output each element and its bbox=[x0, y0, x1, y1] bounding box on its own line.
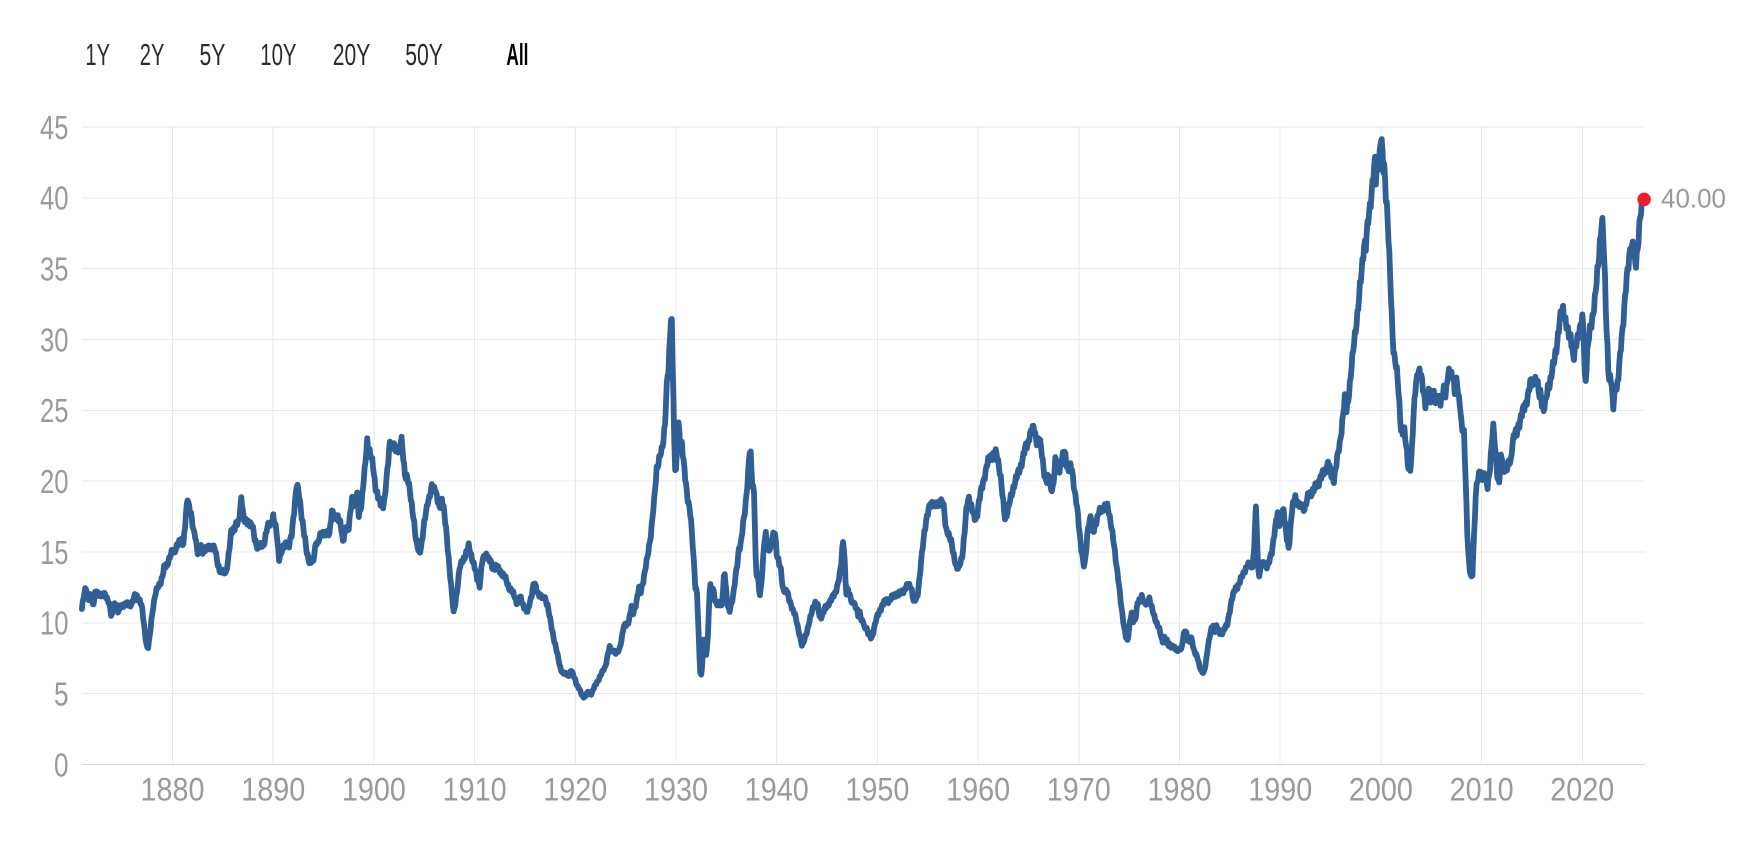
svg-text:40.00: 40.00 bbox=[1661, 184, 1726, 214]
svg-text:1950: 1950 bbox=[845, 772, 909, 808]
svg-text:1880: 1880 bbox=[141, 772, 205, 808]
svg-text:20Y: 20Y bbox=[333, 37, 371, 72]
svg-text:5Y: 5Y bbox=[199, 37, 225, 72]
svg-text:1970: 1970 bbox=[1047, 772, 1111, 808]
svg-text:2000: 2000 bbox=[1349, 772, 1413, 808]
svg-text:30: 30 bbox=[40, 321, 69, 358]
svg-text:0: 0 bbox=[54, 746, 69, 783]
svg-text:2Y: 2Y bbox=[140, 37, 165, 72]
svg-text:1Y: 1Y bbox=[85, 37, 110, 72]
svg-text:25: 25 bbox=[40, 392, 69, 429]
svg-text:10Y: 10Y bbox=[260, 37, 296, 72]
svg-text:50Y: 50Y bbox=[405, 37, 443, 72]
svg-text:1960: 1960 bbox=[946, 772, 1010, 808]
svg-text:40: 40 bbox=[40, 180, 69, 217]
svg-text:1890: 1890 bbox=[241, 772, 305, 808]
svg-text:2010: 2010 bbox=[1450, 772, 1514, 808]
svg-text:2020: 2020 bbox=[1550, 772, 1614, 808]
svg-text:1910: 1910 bbox=[443, 772, 507, 808]
svg-text:15: 15 bbox=[40, 534, 69, 571]
svg-text:20: 20 bbox=[40, 463, 69, 500]
svg-text:1900: 1900 bbox=[342, 772, 406, 808]
svg-text:10: 10 bbox=[40, 605, 69, 642]
svg-text:1930: 1930 bbox=[644, 772, 708, 808]
svg-text:5: 5 bbox=[54, 676, 69, 713]
svg-text:45: 45 bbox=[40, 109, 69, 146]
svg-text:1920: 1920 bbox=[543, 772, 607, 808]
svg-text:1980: 1980 bbox=[1148, 772, 1212, 808]
svg-text:35: 35 bbox=[40, 251, 69, 288]
svg-text:1940: 1940 bbox=[745, 772, 809, 808]
svg-text:1990: 1990 bbox=[1248, 772, 1312, 808]
svg-text:All: All bbox=[506, 37, 528, 72]
